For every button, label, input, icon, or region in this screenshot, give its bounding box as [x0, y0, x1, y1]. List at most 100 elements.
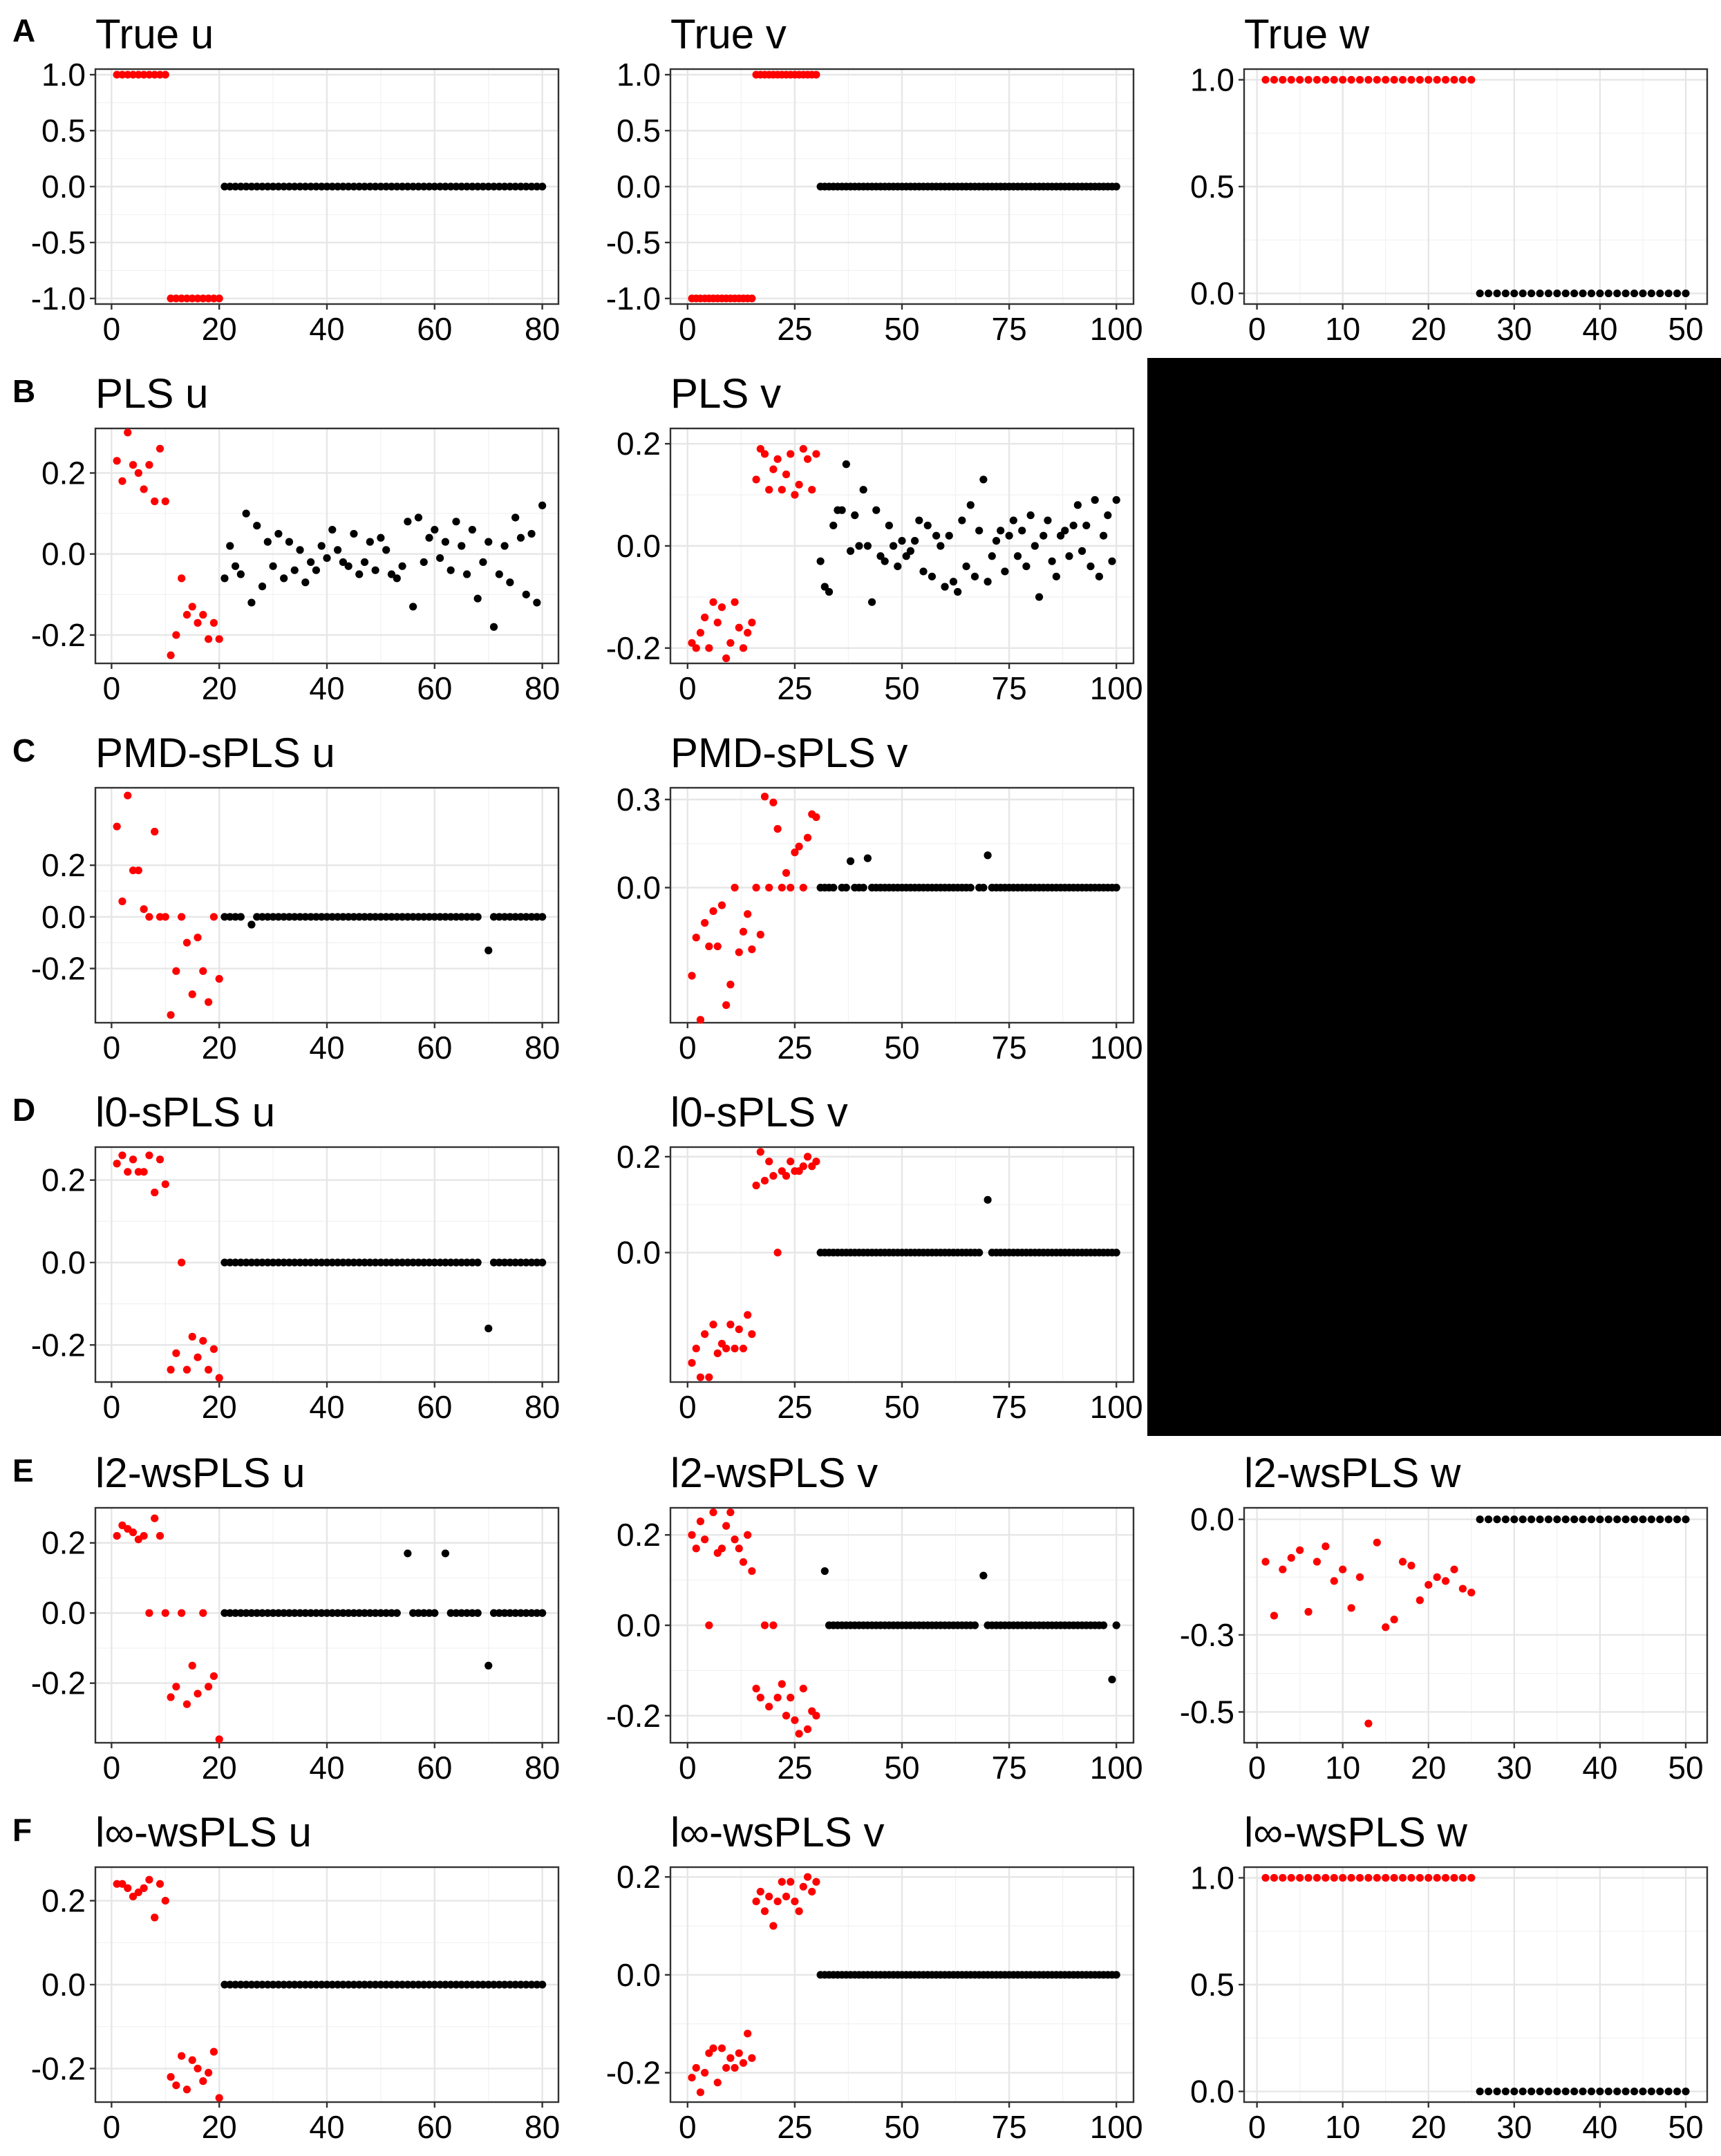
noise-point [979, 475, 988, 484]
signal-point [118, 477, 126, 485]
noise-point [863, 854, 872, 862]
panel-label-f: F [12, 1812, 32, 1848]
signal-point [756, 1887, 764, 1896]
signal-point [688, 639, 696, 647]
noise-point [1022, 562, 1031, 571]
signal-point [1322, 1542, 1330, 1551]
y-tick-label: 0.0 [41, 169, 86, 205]
signal-point [1433, 1573, 1441, 1581]
noise-point [458, 913, 466, 921]
noise-point [1673, 2087, 1682, 2096]
x-tick-label: 0 [679, 1389, 697, 1425]
signal-point [717, 603, 726, 612]
noise-point [323, 913, 331, 921]
noise-point [253, 1980, 261, 1989]
noise-point [838, 506, 846, 514]
noise-point [1048, 557, 1056, 565]
signal-point [1407, 1873, 1416, 1882]
x-tick-label: 20 [1411, 2109, 1446, 2145]
noise-point [1579, 2087, 1587, 2096]
y-tick-label: 0.0 [617, 1235, 661, 1271]
noise-point [350, 1258, 358, 1267]
signal-point [782, 1172, 791, 1180]
signal-point [1330, 1577, 1338, 1585]
noise-point [431, 525, 439, 534]
panel-title: True u [95, 11, 214, 57]
noise-point [1056, 531, 1065, 540]
x-tick-label: 30 [1496, 311, 1532, 347]
noise-point [1040, 531, 1048, 540]
noise-point [236, 570, 245, 578]
panel-c-u: 0 20 40 60 80 -0.2 0.0 0.2 PMD-sPLS u [31, 730, 560, 1066]
noise-point [1553, 2087, 1561, 2096]
x-tick-label: 0 [679, 1030, 697, 1066]
panel-f-w: 0 10 20 30 40 50 0.0 0.5 1.0 l∞-wsPLS w [1190, 1809, 1709, 2145]
signal-point [134, 70, 142, 79]
signal-point [744, 2030, 752, 2038]
signal-point [765, 1703, 773, 1711]
noise-point [538, 913, 547, 921]
signal-point [1304, 1873, 1313, 1882]
x-tick-label: 50 [884, 1030, 919, 1066]
panel-title: l2-wsPLS u [95, 1450, 305, 1496]
signal-point [760, 1621, 769, 1629]
noise-point [387, 182, 396, 191]
noise-point [355, 1258, 364, 1267]
noise-point [919, 567, 928, 576]
noise-point [404, 518, 412, 526]
noise-point [928, 572, 937, 580]
signal-point [731, 883, 739, 892]
x-tick-label: 0 [103, 2109, 121, 2145]
noise-point [522, 182, 530, 191]
x-tick-label: 0 [103, 1030, 121, 1066]
noise-point [301, 913, 310, 921]
signal-point [769, 465, 778, 473]
noise-point [1553, 1515, 1561, 1524]
noise-point [829, 521, 838, 530]
signal-point [735, 623, 743, 632]
noise-point [360, 1980, 369, 1989]
noise-point [452, 1609, 460, 1617]
y-tick-label: 1.0 [1190, 1860, 1234, 1895]
signal-point [696, 2088, 705, 2097]
signal-point [752, 1181, 760, 1190]
noise-point [350, 182, 358, 191]
noise-point [382, 1609, 391, 1617]
noise-point [1630, 289, 1639, 298]
noise-point [301, 1609, 310, 1617]
signal-point [140, 1168, 148, 1176]
signal-point [748, 294, 756, 303]
signal-point [713, 942, 722, 951]
signal-point [799, 883, 807, 892]
signal-point [739, 1344, 748, 1353]
signal-point [118, 897, 126, 905]
signal-point [1458, 75, 1467, 84]
noise-point [485, 1324, 493, 1333]
signal-point [1433, 75, 1441, 84]
y-tick-label: 0.0 [41, 1595, 86, 1631]
noise-point [414, 513, 423, 522]
noise-point [231, 1609, 240, 1617]
noise-point [226, 542, 234, 550]
noise-point [1485, 289, 1493, 298]
signal-point [1304, 75, 1313, 84]
x-tick-label: 25 [777, 2109, 812, 2145]
signal-point [752, 475, 760, 484]
y-tick-label: 0.2 [41, 1883, 86, 1919]
noise-point [1656, 289, 1664, 298]
noise-point [1536, 289, 1544, 298]
noise-point [911, 537, 919, 545]
noise-point [489, 1258, 498, 1267]
noise-point [1613, 289, 1621, 298]
signal-point [795, 480, 803, 489]
signal-point [760, 450, 769, 458]
noise-point [533, 182, 541, 191]
signal-point [113, 70, 121, 79]
signal-point [1270, 75, 1279, 84]
x-tick-label: 10 [1325, 2109, 1360, 2145]
x-tick-label: 0 [1248, 2109, 1266, 2145]
noise-point [333, 1980, 342, 1989]
noise-point [242, 182, 250, 191]
x-tick-label: 40 [309, 311, 344, 347]
